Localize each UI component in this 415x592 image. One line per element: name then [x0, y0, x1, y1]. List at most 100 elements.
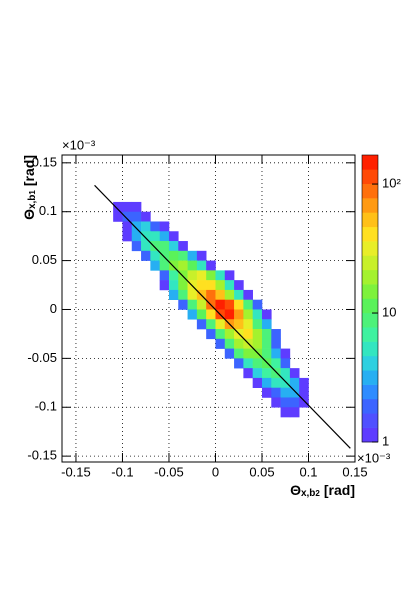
cell [234, 319, 244, 330]
cell [141, 211, 151, 222]
label-symbol: Θ [290, 482, 301, 498]
colorbar-step [362, 312, 378, 328]
colorbar-step [362, 241, 378, 256]
cell [261, 329, 272, 340]
colorbar-step [362, 198, 378, 213]
cell [178, 289, 188, 301]
cell [289, 387, 300, 398]
cell [168, 231, 179, 242]
cell [150, 231, 160, 242]
cell [206, 260, 216, 271]
cell [159, 231, 170, 242]
y-multiplier: ×10⁻³ [62, 137, 96, 152]
cell [261, 368, 272, 379]
y-tick-label: -0.1 [35, 399, 57, 414]
cell [215, 299, 226, 310]
cell [234, 338, 244, 349]
cell [243, 329, 253, 340]
cell [187, 289, 198, 301]
cell [252, 319, 263, 330]
cell [215, 270, 226, 281]
cell [196, 309, 207, 320]
cell [141, 221, 151, 232]
x-label: Θx,b2 [rad] [290, 482, 355, 499]
cell [280, 397, 291, 408]
cell [280, 407, 291, 418]
cell [224, 270, 235, 281]
cell [150, 260, 160, 271]
cell [243, 368, 253, 379]
cell [280, 377, 291, 388]
cell [261, 387, 272, 398]
cell [234, 348, 244, 359]
cell [150, 241, 160, 252]
cell [168, 260, 179, 271]
cell [141, 241, 151, 252]
cell [159, 250, 170, 261]
colorbar-step [362, 183, 378, 199]
cell [271, 368, 281, 379]
cell [280, 368, 291, 379]
label-subsubscript: 2 [315, 489, 320, 498]
cell [187, 299, 198, 310]
x-tick-label: 0 [212, 464, 219, 479]
cell [234, 299, 244, 310]
cell [168, 241, 179, 252]
cell [289, 368, 300, 379]
label-unit: [rad] [324, 482, 355, 498]
colorbar-step [362, 427, 378, 443]
x-tick-label: -0.15 [61, 464, 91, 479]
cell [168, 250, 179, 261]
cell [131, 241, 142, 252]
colorbar-step [362, 155, 378, 170]
cell [215, 338, 226, 349]
cell [196, 280, 207, 291]
cell [289, 397, 300, 408]
colorbar-step [362, 355, 378, 371]
cell [234, 280, 244, 291]
cell [252, 329, 263, 340]
cell [215, 280, 226, 291]
cell [215, 319, 226, 330]
cell [122, 201, 133, 213]
cell [271, 397, 281, 408]
cell [178, 280, 188, 291]
cell [271, 377, 281, 388]
cell [159, 241, 170, 252]
cell [224, 348, 235, 359]
cell [178, 270, 188, 281]
cell [224, 329, 235, 340]
cell [224, 289, 235, 301]
cell [224, 309, 235, 320]
y-tick-label: 0.15 [32, 154, 57, 169]
cell [243, 348, 253, 359]
cell [159, 260, 170, 271]
colorbar-frame [361, 154, 379, 443]
colorbar-step [362, 327, 378, 342]
cell [234, 309, 244, 320]
colorbar-step [362, 226, 378, 242]
cell [150, 221, 160, 232]
cell [178, 299, 188, 310]
y-tick-label: 0.05 [32, 252, 57, 267]
cell [196, 250, 207, 261]
colorbar-step [362, 212, 378, 228]
z-tick-label: 1 [382, 433, 389, 448]
label-unit: [rad] [21, 155, 37, 186]
cell [271, 348, 281, 359]
cell [196, 319, 207, 330]
cell [122, 231, 133, 242]
cell [168, 289, 179, 301]
cell [206, 280, 216, 291]
cell [234, 289, 244, 301]
cell [159, 280, 170, 291]
colorbar-step [362, 370, 378, 385]
y-tick-label: 0 [50, 301, 57, 316]
cell [252, 368, 263, 379]
y-tick-label: 0.1 [39, 203, 57, 218]
cell [289, 407, 300, 418]
cell [280, 348, 291, 359]
cell [234, 358, 244, 369]
cell [280, 358, 291, 369]
